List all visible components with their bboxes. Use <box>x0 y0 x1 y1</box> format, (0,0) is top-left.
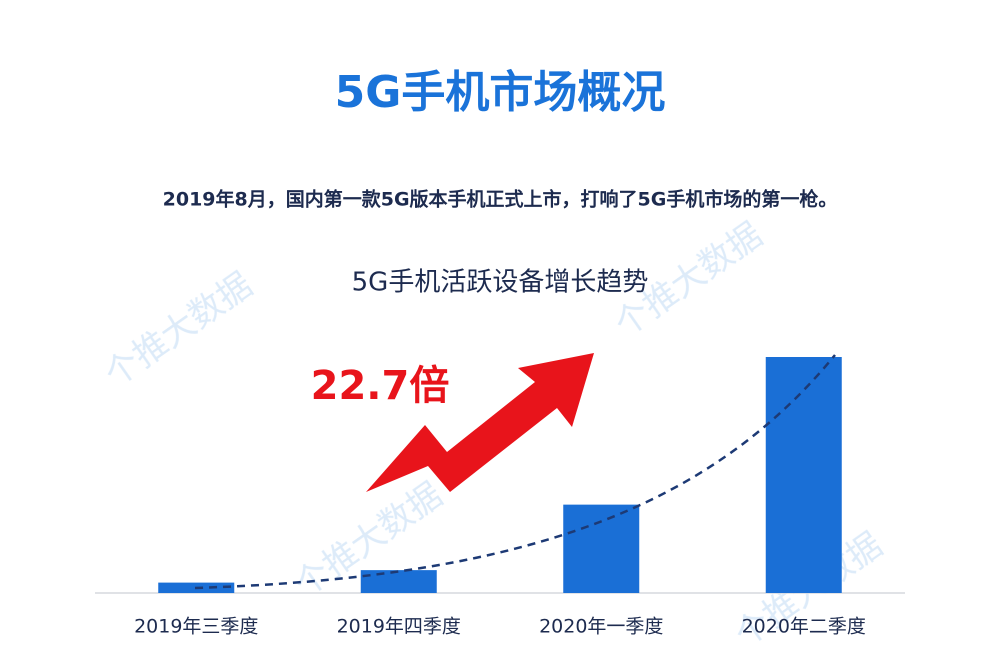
growth-arrow <box>366 353 594 492</box>
x-tick-label: 2019年三季度 <box>134 616 258 638</box>
bars <box>158 357 842 593</box>
page-title: 5G手机市场概况 <box>335 67 666 118</box>
bar <box>765 357 842 593</box>
x-tick-label: 2020年二季度 <box>742 616 866 638</box>
subtitle: 2019年8月，国内第一款5G版本手机正式上市，打响了5G手机市场的第一枪。 <box>163 188 838 211</box>
x-tick-label: 2020年一季度 <box>539 616 663 638</box>
bar <box>563 504 640 593</box>
watermark: 个推大数据 <box>98 265 260 395</box>
trend-curve <box>194 354 836 590</box>
chart-title: 5G手机活跃设备增长趋势 <box>352 268 649 298</box>
annotation: 22.7倍 <box>311 363 450 409</box>
bar <box>360 570 437 593</box>
x-tick-label: 2019年四季度 <box>337 616 461 638</box>
